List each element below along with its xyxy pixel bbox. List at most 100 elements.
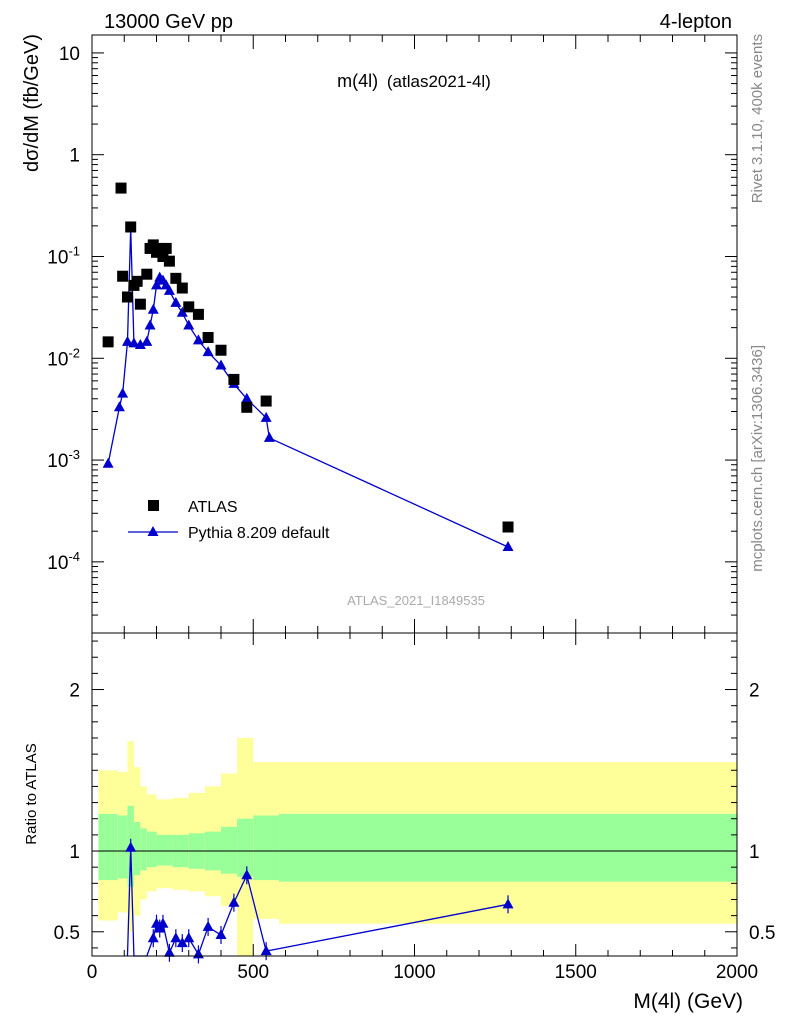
ratio-triangle-marker [241,869,253,880]
ratio-y-tick-label-left: 1 [69,842,80,863]
pythia-triangle-marker [215,359,227,370]
pythia-triangle-marker [502,540,514,551]
uncertainty-band-inner [133,821,141,876]
atlas-square-marker [141,268,153,280]
pythia-line [107,228,509,548]
pythia-triangle-marker [121,335,133,346]
pythia-triangle-marker [192,334,204,345]
x-axis-label: M(4l) (GeV) [633,990,743,1013]
plot-title-sub: (atlas2021-4l) [387,72,491,91]
pythia-triangle-marker [151,279,162,290]
pythia-triangle-marker [263,431,275,442]
ratio-triangle-marker [192,948,204,959]
pythia-triangle-marker [144,319,156,330]
atlas-square-marker [115,182,127,194]
atlas-square-marker [241,401,253,413]
atlas-square-marker [125,221,137,233]
pythia-triangle-marker [128,337,140,348]
uncertainty-band-inner [98,813,118,881]
plot-title-main: m(4l) [337,71,378,91]
analysis-id: ATLAS_2021_I1849535 [347,593,485,608]
pythia-triangle-marker [117,387,129,398]
pythia-triangle-marker [102,457,114,468]
y-tick-label: 10 [59,44,80,65]
ratio-triangle-marker [202,920,214,931]
pythia-triangle-marker [134,339,146,350]
y-tick-label: 10-1 [47,243,80,268]
uncertainty-band-inner [146,831,157,868]
pythia-triangle-marker [113,401,125,412]
atlas-square-marker [170,272,182,284]
uncertainty-band-inner [117,815,128,879]
plot-title: m(4l) (atlas2021-4l) [337,71,491,91]
ratio-triangle-marker [502,898,514,909]
atlas-square-marker [163,255,175,267]
atlas-square-marker [117,270,129,282]
ratio-triangle-marker [157,917,169,928]
y-tick-label: 10-3 [47,447,80,472]
y-tick-label: 10-4 [47,549,80,574]
x-tick-label: 1500 [555,962,597,983]
atlas-square-marker [228,373,240,385]
x-tick-label: 1000 [393,962,435,983]
x-tick-label: 0 [87,962,98,983]
main-plot-frame [91,34,738,634]
legend-pythia-label: Pythia 8.209 default [188,525,330,542]
atlas-square-marker [102,336,114,348]
ratio-triangle-marker [176,937,188,948]
y-tick-label: 1 [69,146,80,167]
y-tick-label: 10-2 [47,345,80,370]
ratio-triangle-marker [170,932,182,943]
pythia-triangle-marker [241,392,253,403]
ratio-triangle-marker [260,945,272,956]
ratio-triangle-marker [163,946,175,957]
x-tick-label: 500 [237,962,269,983]
atlas-square-marker [192,308,204,320]
legend-pythia-marker [147,526,159,536]
legend-atlas-label: ATLAS [188,499,238,516]
atlas-square-marker [176,282,188,294]
pythia-triangle-marker [202,346,214,357]
uncertainty-band-inner [237,818,254,877]
atlas-square-marker [154,242,166,254]
ratio-triangle-marker [147,932,159,943]
atlas-square-marker [134,298,146,310]
atlas-square-marker [131,275,143,287]
atlas-square-marker [157,250,169,262]
ratio-y-tick-label-right: 0.5 [749,923,775,944]
ratio-y-tick-label-left: 0.5 [54,923,80,944]
uncertainty-band-inner [156,834,173,866]
pythia-triangle-marker [170,296,182,307]
y-axis-label-main: dσ/dM (fb/GeV) [21,34,43,172]
source-label: mcplots.cern.ch [arXiv:1306.3436] [749,345,766,572]
uncertainty-band-inner [221,826,238,874]
legend-atlas-marker [148,500,159,511]
atlas-square-marker [160,242,172,254]
pythia-triangle-marker [163,284,175,295]
x-tick-label: 2000 [716,962,758,983]
uncertainty-band-inner [279,813,737,882]
header-energy: 13000 GeV pp [104,11,233,33]
pythia-triangle-marker [147,303,159,314]
y-axis-label-ratio: Ratio to ATLAS [23,743,40,844]
atlas-square-marker [183,301,195,313]
ratio-y-tick-label-right: 2 [749,681,760,702]
atlas-square-marker [260,395,272,407]
atlas-square-marker [215,344,227,356]
ratio-y-tick-label-left: 2 [69,681,80,702]
pythia-triangle-marker [141,335,153,346]
atlas-square-marker [121,291,133,303]
legend: ATLAS Pythia 8.209 default [128,499,330,542]
uncertainty-band-inner [140,828,147,871]
uncertainty-band-inner [253,815,280,881]
header-process: 4-lepton [660,11,732,33]
ratio-triangle-marker [215,929,227,940]
ratio-y-tick-label-right: 1 [749,842,760,863]
ratio-plot-area: 0 500 1000 1500 2000 0.5 0.5 1 1 2 2 [54,632,775,983]
pythia-triangle-marker [183,319,195,330]
ratio-triangle-marker [183,932,195,943]
main-plot-area: 10-4 10-3 10-2 10-1 1 10 m(4l) (atlas2021-4l)… [47,34,738,634]
pythia-triangle-marker [260,411,272,422]
rivet-label: Rivet 3.1.10, 400k events [749,34,766,203]
